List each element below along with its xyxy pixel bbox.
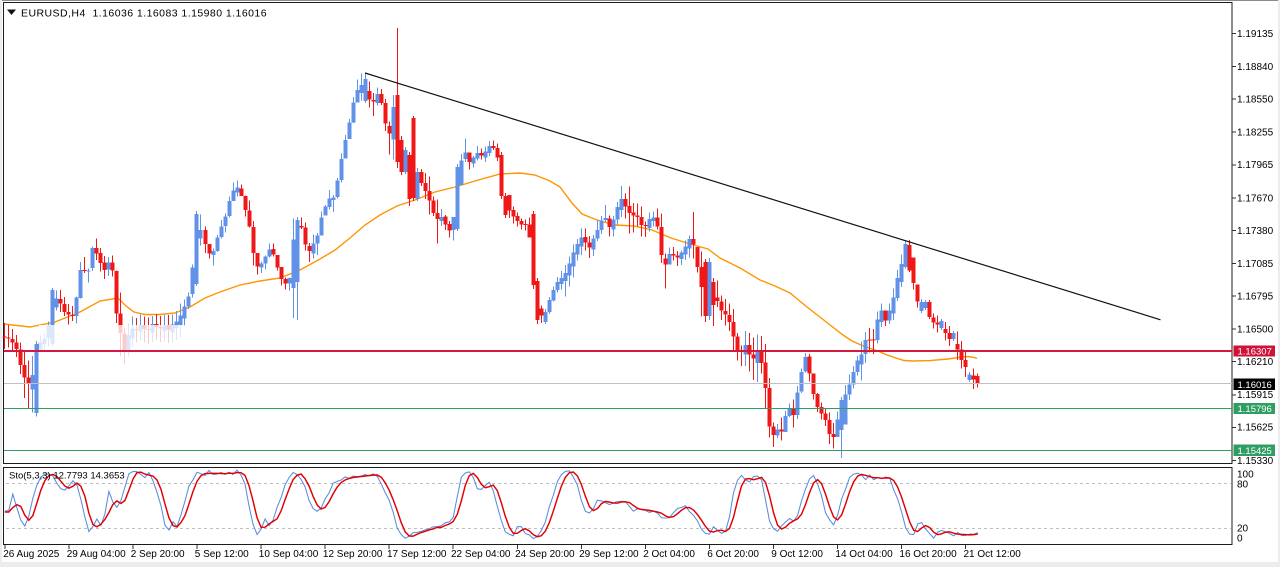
svg-text:1.17085: 1.17085: [1237, 259, 1274, 270]
svg-text:1.17380: 1.17380: [1237, 226, 1274, 237]
svg-text:29 Sep 12:00: 29 Sep 12:00: [579, 549, 639, 560]
svg-text:14 Oct 04:00: 14 Oct 04:00: [835, 549, 893, 560]
svg-text:17 Sep 12:00: 17 Sep 12:00: [387, 549, 447, 560]
svg-text:6 Oct 20:00: 6 Oct 20:00: [707, 549, 759, 560]
svg-text:2 Oct 04:00: 2 Oct 04:00: [643, 549, 695, 560]
svg-text:1.18550: 1.18550: [1237, 95, 1274, 106]
svg-text:1.19135: 1.19135: [1237, 29, 1274, 40]
svg-text:1.15330: 1.15330: [1237, 456, 1274, 467]
svg-text:9 Oct 12:00: 9 Oct 12:00: [771, 549, 823, 560]
svg-text:100: 100: [1237, 470, 1254, 481]
svg-text:1.16307: 1.16307: [1238, 347, 1272, 358]
svg-text:1.17965: 1.17965: [1237, 160, 1274, 171]
svg-text:EURUSD,H4 1.16036 1.16083 1.1: EURUSD,H4 1.16036 1.16083 1.15980 1.1601…: [21, 8, 267, 20]
svg-text:1.18840: 1.18840: [1237, 62, 1274, 73]
svg-text:10 Sep 04:00: 10 Sep 04:00: [259, 549, 319, 560]
svg-text:Sto(5,3,3) 12.7793 14.3653: Sto(5,3,3) 12.7793 14.3653: [9, 471, 125, 482]
svg-text:5 Sep 12:00: 5 Sep 12:00: [195, 549, 249, 560]
svg-text:1.15915: 1.15915: [1237, 390, 1274, 401]
svg-text:24 Sep 20:00: 24 Sep 20:00: [515, 549, 575, 560]
svg-text:29 Aug 04:00: 29 Aug 04:00: [67, 549, 126, 560]
svg-text:1.16795: 1.16795: [1237, 291, 1274, 302]
svg-text:0: 0: [1237, 533, 1243, 544]
svg-text:1.18255: 1.18255: [1237, 128, 1274, 139]
svg-text:1.15796: 1.15796: [1238, 404, 1272, 415]
svg-text:1.15425: 1.15425: [1238, 446, 1272, 457]
svg-text:1.16500: 1.16500: [1237, 325, 1274, 336]
svg-text:2 Sep 20:00: 2 Sep 20:00: [131, 549, 185, 560]
svg-text:12 Sep 20:00: 12 Sep 20:00: [323, 549, 383, 560]
svg-text:1.16016: 1.16016: [1238, 380, 1272, 391]
svg-text:1.16210: 1.16210: [1237, 357, 1274, 368]
svg-text:1.15625: 1.15625: [1237, 423, 1274, 434]
svg-text:26 Aug 2025: 26 Aug 2025: [3, 549, 60, 560]
svg-text:1.17670: 1.17670: [1237, 193, 1274, 204]
svg-text:21 Oct 12:00: 21 Oct 12:00: [964, 549, 1022, 560]
svg-text:22 Sep 04:00: 22 Sep 04:00: [451, 549, 511, 560]
svg-text:20: 20: [1237, 524, 1249, 535]
svg-text:80: 80: [1237, 479, 1249, 490]
svg-text:16 Oct 20:00: 16 Oct 20:00: [899, 549, 957, 560]
